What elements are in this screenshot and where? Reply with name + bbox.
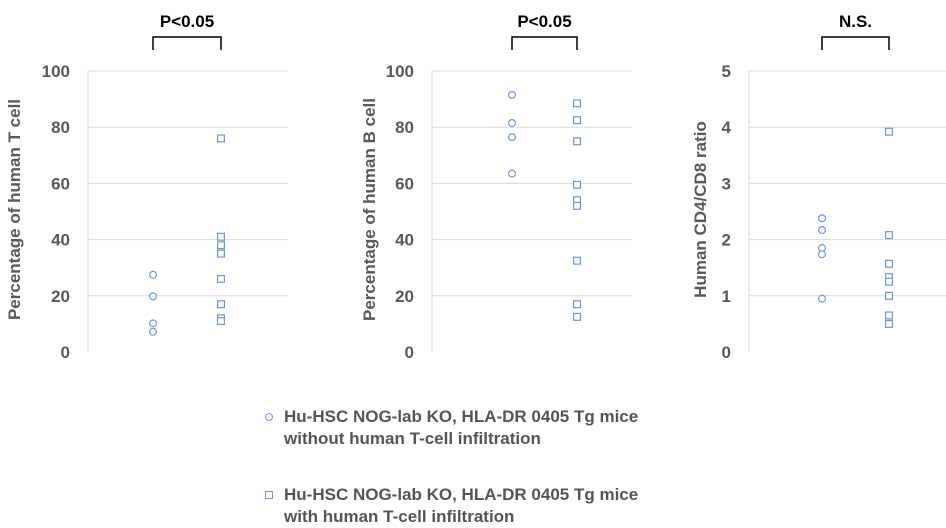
chart-panel-3: 0 1 2 3 4 5 Human CD4/CD8 ratio N.S. (691, 12, 946, 362)
data-point-square (884, 127, 893, 136)
legend-line-1: Hu-HSC NOG-lab KO, HLA-DR 0405 Tg mice (284, 407, 639, 426)
legend-line-2: without human T-cell infiltration (284, 429, 541, 448)
data-point-square (572, 300, 581, 309)
y-tick-label: 60 (51, 174, 70, 193)
y-tick-label: 0 (722, 343, 731, 362)
data-point-square (572, 99, 581, 108)
y-tick-label: 0 (61, 343, 70, 362)
significance-label: P<0.05 (160, 12, 214, 31)
y-tick-label: 0 (405, 343, 414, 362)
y-tick-label: 100 (42, 62, 70, 81)
data-point-square (572, 312, 581, 321)
data-point-circle (817, 294, 826, 303)
data-point-square (572, 137, 581, 146)
data-point-square (884, 259, 893, 268)
y-tick-label: 80 (395, 118, 414, 137)
data-point-square (572, 201, 581, 210)
data-point-square (884, 311, 893, 320)
chart-panel-2: 0 20 40 60 80 100 Percentage of human B cell P<… (360, 12, 632, 362)
y-axis-title: Human CD4/CD8 ratio (691, 121, 710, 298)
significance-bracket (511, 36, 578, 50)
data-point-circle (508, 118, 517, 127)
legend-line-1: Hu-HSC NOG-lab KO, HLA-DR 0405 Tg mice (284, 485, 639, 504)
significance-bracket (152, 36, 222, 50)
y-tick-label: 60 (395, 174, 414, 193)
data-point-square (572, 180, 581, 189)
data-point-square (217, 300, 226, 309)
y-tick-label: 2 (722, 231, 731, 250)
legend: Hu-HSC NOG-lab KO, HLA-DR 0405 Tg mice w… (262, 406, 638, 528)
data-point-square (217, 241, 226, 250)
data-point-circle (508, 133, 517, 142)
data-point-circle (817, 226, 826, 235)
y-tick-label: 5 (722, 62, 731, 81)
data-point-square (217, 274, 226, 283)
y-tick-label: 3 (722, 174, 731, 193)
circle-marker-icon (262, 406, 276, 428)
data-point-square (572, 116, 581, 125)
data-point-circle (508, 90, 517, 99)
data-point-circle (149, 327, 158, 336)
y-tick-label: 100 (386, 62, 414, 81)
data-point-circle (817, 214, 826, 223)
y-tick-label: 80 (51, 118, 70, 137)
data-point-square (217, 232, 226, 241)
y-tick-label: 20 (51, 287, 70, 306)
y-axis-title: Percentage of human T cell (5, 99, 24, 320)
data-point-square (884, 231, 893, 240)
data-point-square (884, 319, 893, 328)
data-point-circle (149, 319, 158, 328)
data-point-square (572, 256, 581, 265)
y-tick-label: 1 (722, 287, 731, 306)
data-point-square (884, 277, 893, 286)
y-tick-label: 40 (395, 231, 414, 250)
legend-item-without-infiltration: Hu-HSC NOG-lab KO, HLA-DR 0405 Tg mice w… (262, 406, 638, 450)
legend-line-2: with human T-cell infiltration (284, 507, 515, 526)
y-tick-label: 20 (395, 287, 414, 306)
data-point-circle (817, 250, 826, 259)
legend-item-with-infiltration: Hu-HSC NOG-lab KO, HLA-DR 0405 Tg mice w… (262, 484, 638, 528)
significance-label: P<0.05 (517, 12, 571, 31)
square-marker-icon (262, 484, 276, 506)
y-tick-label: 4 (722, 118, 732, 137)
y-tick-label: 40 (51, 231, 70, 250)
data-point-circle (149, 270, 158, 279)
y-axis-title: Percentage of human B cell (360, 98, 379, 321)
chart-panel-1: 0 20 40 60 80 100 Percentage of human T cell P<… (5, 12, 288, 362)
data-point-circle (508, 169, 517, 178)
data-point-square (217, 317, 226, 326)
data-point-square (884, 291, 893, 300)
data-point-square (217, 134, 226, 143)
data-point-square (217, 249, 226, 258)
significance-bracket (821, 36, 890, 50)
data-point-circle (149, 292, 158, 301)
significance-label: N.S. (839, 12, 872, 31)
